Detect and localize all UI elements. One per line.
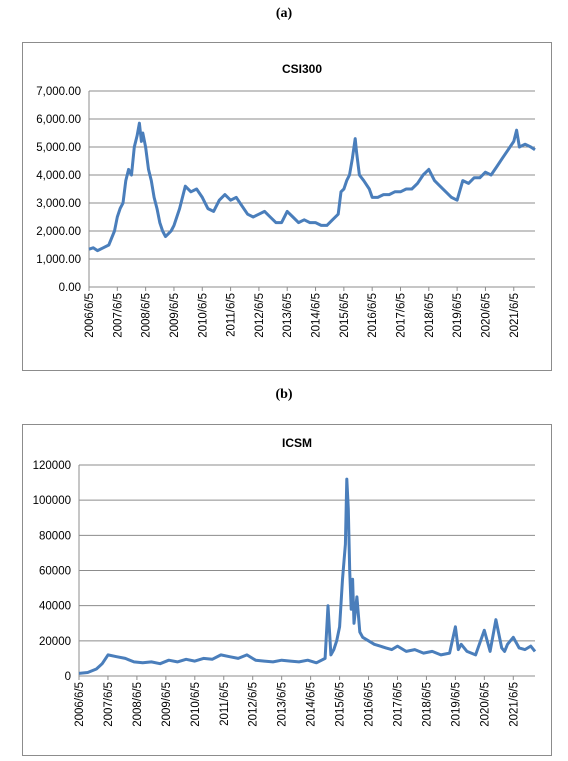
x-tick-label: 2021/6/5 bbox=[508, 682, 520, 727]
x-tick-label: 2021/6/5 bbox=[509, 293, 521, 338]
chart-title: CSI300 bbox=[282, 62, 322, 76]
x-tick-label: 2018/6/5 bbox=[424, 293, 436, 338]
panel-a-label: (a) bbox=[275, 6, 293, 21]
x-tick-label: 2020/6/5 bbox=[480, 293, 492, 338]
chart-title: ICSM bbox=[282, 436, 312, 450]
y-tick-label: 1,000.00 bbox=[36, 254, 81, 266]
icsm-chart: ICSM 0 20000 40000 60000 80000 100000 120000 200… bbox=[33, 436, 537, 727]
x-tick-label: 2016/6/5 bbox=[367, 293, 379, 338]
y-tick-label: 4,000.00 bbox=[36, 170, 81, 182]
x-tick-label: 2019/6/5 bbox=[452, 293, 464, 338]
x-tick-label: 2014/6/5 bbox=[306, 682, 318, 727]
y-tick-label: 60000 bbox=[39, 566, 71, 578]
series-line bbox=[88, 121, 536, 253]
series-line bbox=[78, 477, 537, 675]
csi300-chart: CSI300 0.00 1,000.00 2,000.00 3,000.00 4,000.… bbox=[36, 62, 536, 338]
y-tick-label: 100000 bbox=[33, 495, 71, 507]
y-tick-label: 3,000.00 bbox=[36, 198, 81, 210]
x-tick-label: 2014/6/5 bbox=[311, 293, 323, 338]
y-tick-label: 7,000.00 bbox=[36, 86, 81, 98]
x-tick-label: 2006/6/5 bbox=[84, 293, 96, 338]
x-tick-label: 2013/6/5 bbox=[282, 293, 294, 338]
icsm-chart-frame: ICSM 0 20000 40000 60000 80000 100000 120000 200… bbox=[22, 424, 552, 756]
y-tick-label: 120000 bbox=[33, 460, 71, 472]
x-tick-label: 2019/6/5 bbox=[450, 682, 462, 727]
x-tick-label: 2008/6/5 bbox=[132, 682, 144, 727]
y-tick-label: 80000 bbox=[39, 530, 71, 542]
x-tick-label: 2009/6/5 bbox=[161, 682, 173, 727]
x-tick-label: 2015/6/5 bbox=[339, 293, 351, 338]
x-tick-label: 2020/6/5 bbox=[479, 682, 491, 727]
x-tick-label: 2006/6/5 bbox=[74, 682, 86, 727]
x-tick-label: 2009/6/5 bbox=[169, 293, 181, 338]
x-tick-label: 2017/6/5 bbox=[395, 293, 407, 338]
y-tick-label: 40000 bbox=[39, 601, 71, 613]
x-tick-label: 2012/6/5 bbox=[254, 293, 266, 338]
y-tick-label: 5,000.00 bbox=[36, 142, 81, 154]
y-tick-label: 20000 bbox=[39, 636, 71, 648]
y-tick-label: 0.00 bbox=[59, 282, 81, 294]
x-tick-label: 2012/6/5 bbox=[248, 682, 260, 727]
y-tick-label: 0 bbox=[65, 671, 71, 683]
csi300-chart-frame: CSI300 0.00 1,000.00 2,000.00 3,000.00 4,000.… bbox=[22, 42, 552, 371]
x-tick-label: 2008/6/5 bbox=[141, 293, 153, 338]
x-tick-label: 2016/6/5 bbox=[364, 682, 376, 727]
x-tick-label: 2017/6/5 bbox=[392, 682, 404, 727]
y-tick-label: 2,000.00 bbox=[36, 226, 81, 238]
x-tick-label: 2011/6/5 bbox=[219, 682, 231, 726]
x-tick-label: 2011/6/5 bbox=[226, 293, 238, 337]
x-tick-label: 2010/6/5 bbox=[197, 293, 209, 338]
x-tick-label: 2007/6/5 bbox=[103, 682, 115, 727]
x-tick-label: 2015/6/5 bbox=[335, 682, 347, 727]
x-tick-label: 2013/6/5 bbox=[277, 682, 289, 727]
x-tick-label: 2007/6/5 bbox=[112, 293, 124, 338]
panel-b-label: (b) bbox=[275, 387, 293, 402]
x-tick-label: 2010/6/5 bbox=[190, 682, 202, 727]
y-tick-label: 6,000.00 bbox=[36, 114, 81, 126]
x-tick-label: 2018/6/5 bbox=[421, 682, 433, 727]
